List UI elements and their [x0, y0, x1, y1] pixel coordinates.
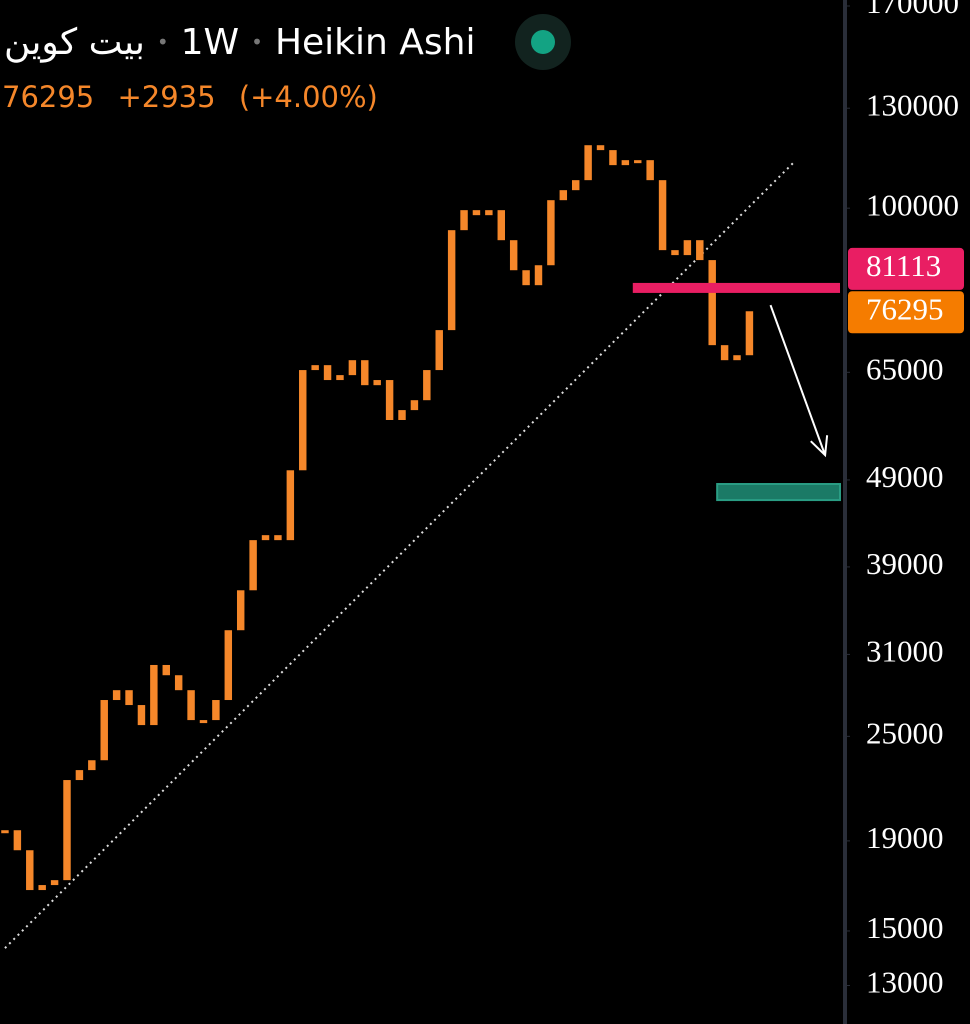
candle: [398, 410, 406, 421]
candle: [361, 360, 369, 386]
candle: [137, 705, 146, 726]
candle: [696, 240, 704, 261]
candle: [708, 260, 716, 346]
candle: [683, 240, 692, 256]
candle: [509, 240, 518, 271]
candle: [460, 210, 468, 231]
y-tick-label: 31000: [866, 633, 944, 668]
candle: [286, 470, 295, 541]
candle: [13, 830, 22, 851]
candle: [547, 200, 555, 266]
candle: [720, 345, 729, 361]
chart-style[interactable]: Heikin Ashi: [274, 21, 476, 63]
status-indicator: [515, 14, 572, 70]
candle: [224, 630, 233, 701]
candle: [497, 210, 505, 241]
candle: [249, 540, 257, 591]
arrow: [769, 304, 827, 456]
candle: [559, 190, 568, 201]
candle: [609, 150, 617, 166]
candle: [26, 850, 34, 891]
candle: [373, 380, 381, 386]
price-tag-label: 81113: [866, 248, 941, 283]
support-zone: [716, 483, 841, 502]
candle: [75, 770, 84, 781]
candle: [423, 370, 431, 401]
price-info: 76295 +2935 (+4.00%): [2, 80, 392, 114]
candle: [534, 265, 543, 286]
candle: [88, 760, 96, 771]
candle: [187, 690, 195, 721]
separator: •: [156, 30, 169, 54]
candle: [410, 400, 419, 411]
chart-title: بيت كوين: [4, 21, 145, 63]
candle: [100, 700, 108, 761]
candle: [212, 700, 220, 721]
candle: [112, 690, 121, 701]
change-percent: (+4.00%): [238, 80, 378, 114]
y-tick-label: 65000: [866, 351, 944, 386]
change: +2935: [117, 80, 216, 114]
candle: [50, 880, 59, 886]
candle: [447, 230, 456, 331]
candle: [63, 780, 71, 881]
price-tag-label: 76295: [866, 291, 944, 326]
y-tick-label: 100000: [866, 187, 959, 222]
arrow-head: [810, 435, 829, 458]
candle: [658, 180, 667, 251]
candle: [435, 330, 443, 371]
last-price: 76295: [2, 80, 95, 114]
y-tick-label: 130000: [866, 87, 959, 122]
resistance-line: [632, 282, 840, 293]
header: بيت كوين • 1W • Heikin Ashi: [4, 14, 572, 70]
candle: [745, 311, 754, 356]
candle: [38, 885, 46, 891]
candle: [125, 690, 133, 706]
candle: [1, 830, 9, 834]
y-tick-label: 39000: [866, 546, 944, 581]
price-tag: [848, 291, 964, 334]
candle: [733, 355, 741, 361]
candle: [323, 365, 332, 381]
candle: [571, 180, 580, 191]
candle: [150, 664, 158, 726]
y-tick-label: 25000: [866, 715, 944, 750]
y-tick-label: 19000: [866, 820, 944, 855]
trendline: [4, 162, 794, 949]
candle: [236, 590, 245, 631]
separator: •: [251, 30, 263, 54]
candle: [596, 145, 605, 151]
y-tick-label: 13000: [866, 965, 944, 1000]
candle: [634, 160, 642, 164]
y-tick-label: 170000: [866, 0, 959, 20]
candle: [336, 375, 344, 381]
candle: [311, 365, 319, 371]
candle: [348, 360, 357, 376]
candle: [199, 720, 208, 724]
candle: [274, 535, 282, 541]
price-tag: [848, 247, 964, 290]
candle: [261, 535, 270, 541]
candle: [162, 664, 170, 676]
candle: [299, 370, 307, 471]
candle: [485, 210, 493, 216]
y-tick-label: 49000: [866, 459, 944, 494]
candle: [472, 210, 481, 216]
candle: [584, 145, 592, 181]
candle: [174, 675, 183, 691]
candle: [522, 270, 530, 286]
candle: [621, 160, 630, 166]
interval[interactable]: 1W: [180, 21, 240, 63]
candle: [671, 250, 679, 256]
candle: [385, 380, 394, 421]
y-tick-label: 15000: [866, 910, 944, 945]
candle: [646, 160, 654, 181]
